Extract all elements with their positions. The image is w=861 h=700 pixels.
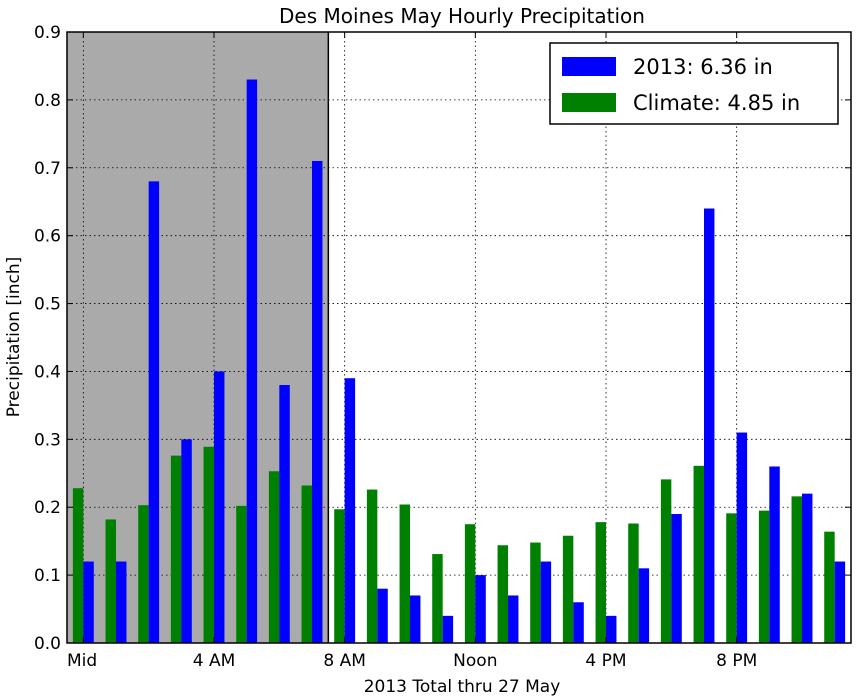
- bar-2013: [802, 493, 813, 643]
- tick-labels: 0.0 0.1 0.2 0.3 0.4 0.5 0.6 0.7 0.8 0.9 Mid 4 AM 8 A…: [34, 23, 757, 671]
- y-tick-label: 0.6: [34, 227, 61, 247]
- y-axis-label: Precipitation [inch]: [4, 257, 24, 418]
- bar-2013: [606, 615, 617, 643]
- bar-2013: [671, 514, 682, 643]
- bar-climate: [366, 489, 378, 643]
- bar-climate: [595, 522, 606, 643]
- bar-climate: [301, 485, 312, 643]
- plot-frame: [66, 31, 852, 644]
- bar-2013: [475, 575, 486, 643]
- bar-climate: [791, 496, 802, 643]
- legend-swatch: [562, 57, 616, 76]
- bar-2013: [344, 378, 356, 643]
- bar-2013: [214, 371, 225, 643]
- bar-climate: [138, 505, 149, 643]
- bar-2013: [704, 208, 715, 643]
- bar-climate: [105, 519, 116, 643]
- bar-2013: [834, 561, 846, 643]
- bars: [72, 79, 846, 644]
- x-axis-label: 2013 Total thru 27 May: [364, 677, 561, 697]
- bar-2013: [181, 439, 192, 643]
- bar-climate: [726, 513, 737, 643]
- bar-2013: [442, 615, 454, 643]
- bar-climate: [432, 554, 443, 643]
- y-tick-label: 0.7: [34, 159, 61, 179]
- bar-climate: [399, 504, 410, 643]
- legend-label: Climate: 4.85 in: [633, 91, 800, 115]
- bar-climate: [464, 524, 476, 643]
- bar-climate: [334, 509, 345, 643]
- y-tick-label: 0.3: [34, 430, 61, 450]
- bar-climate: [660, 479, 672, 643]
- bar-2013: [246, 79, 258, 644]
- bar-climate: [268, 471, 280, 643]
- x-tick-label: Noon: [453, 651, 497, 671]
- x-tick-label: 4 PM: [585, 651, 626, 671]
- x-tick-label: Mid: [67, 651, 97, 671]
- bar-2013: [116, 561, 127, 643]
- bar-climate: [693, 465, 704, 643]
- y-tick-label: 0.5: [34, 295, 61, 315]
- bar-2013: [148, 181, 160, 643]
- y-tick-label: 0.9: [34, 23, 61, 43]
- y-tick-label: 0.8: [34, 91, 61, 111]
- bar-climate: [530, 542, 541, 643]
- bar-2013: [312, 160, 323, 643]
- chart-title: Des Moines May Hourly Precipitation: [279, 4, 645, 28]
- bar-2013: [410, 595, 421, 643]
- bar-climate: [203, 446, 214, 643]
- bar-climate: [628, 523, 639, 643]
- bar-2013: [736, 432, 748, 643]
- bar-2013: [573, 602, 584, 643]
- bar-climate: [562, 535, 574, 643]
- bar-2013: [377, 588, 388, 643]
- legend-swatch: [562, 93, 616, 112]
- bar-2013: [83, 561, 94, 643]
- y-tick-label: 0.0: [34, 634, 61, 654]
- bar-2013: [508, 595, 519, 643]
- legend: 2013: 6.36 in Climate: 4.85 in: [549, 42, 839, 125]
- bar-climate: [758, 510, 770, 643]
- x-tick-label: 4 AM: [193, 651, 236, 671]
- x-tick-label: 8 PM: [716, 651, 757, 671]
- bar-2013: [279, 385, 290, 643]
- bar-2013: [769, 466, 780, 643]
- legend-label: 2013: 6.36 in: [633, 55, 773, 79]
- x-tick-label: 8 AM: [323, 651, 366, 671]
- y-tick-label: 0.1: [34, 566, 61, 586]
- bar-climate: [236, 505, 247, 643]
- bar-climate: [170, 455, 182, 643]
- ticks: [67, 31, 851, 644]
- y-tick-label: 0.4: [34, 362, 61, 382]
- bar-2013: [638, 568, 650, 643]
- bar-climate: [72, 488, 84, 643]
- bar-climate: [497, 545, 508, 643]
- y-tick-label: 0.2: [34, 498, 61, 518]
- bar-climate: [824, 531, 835, 643]
- bar-2013: [540, 561, 552, 643]
